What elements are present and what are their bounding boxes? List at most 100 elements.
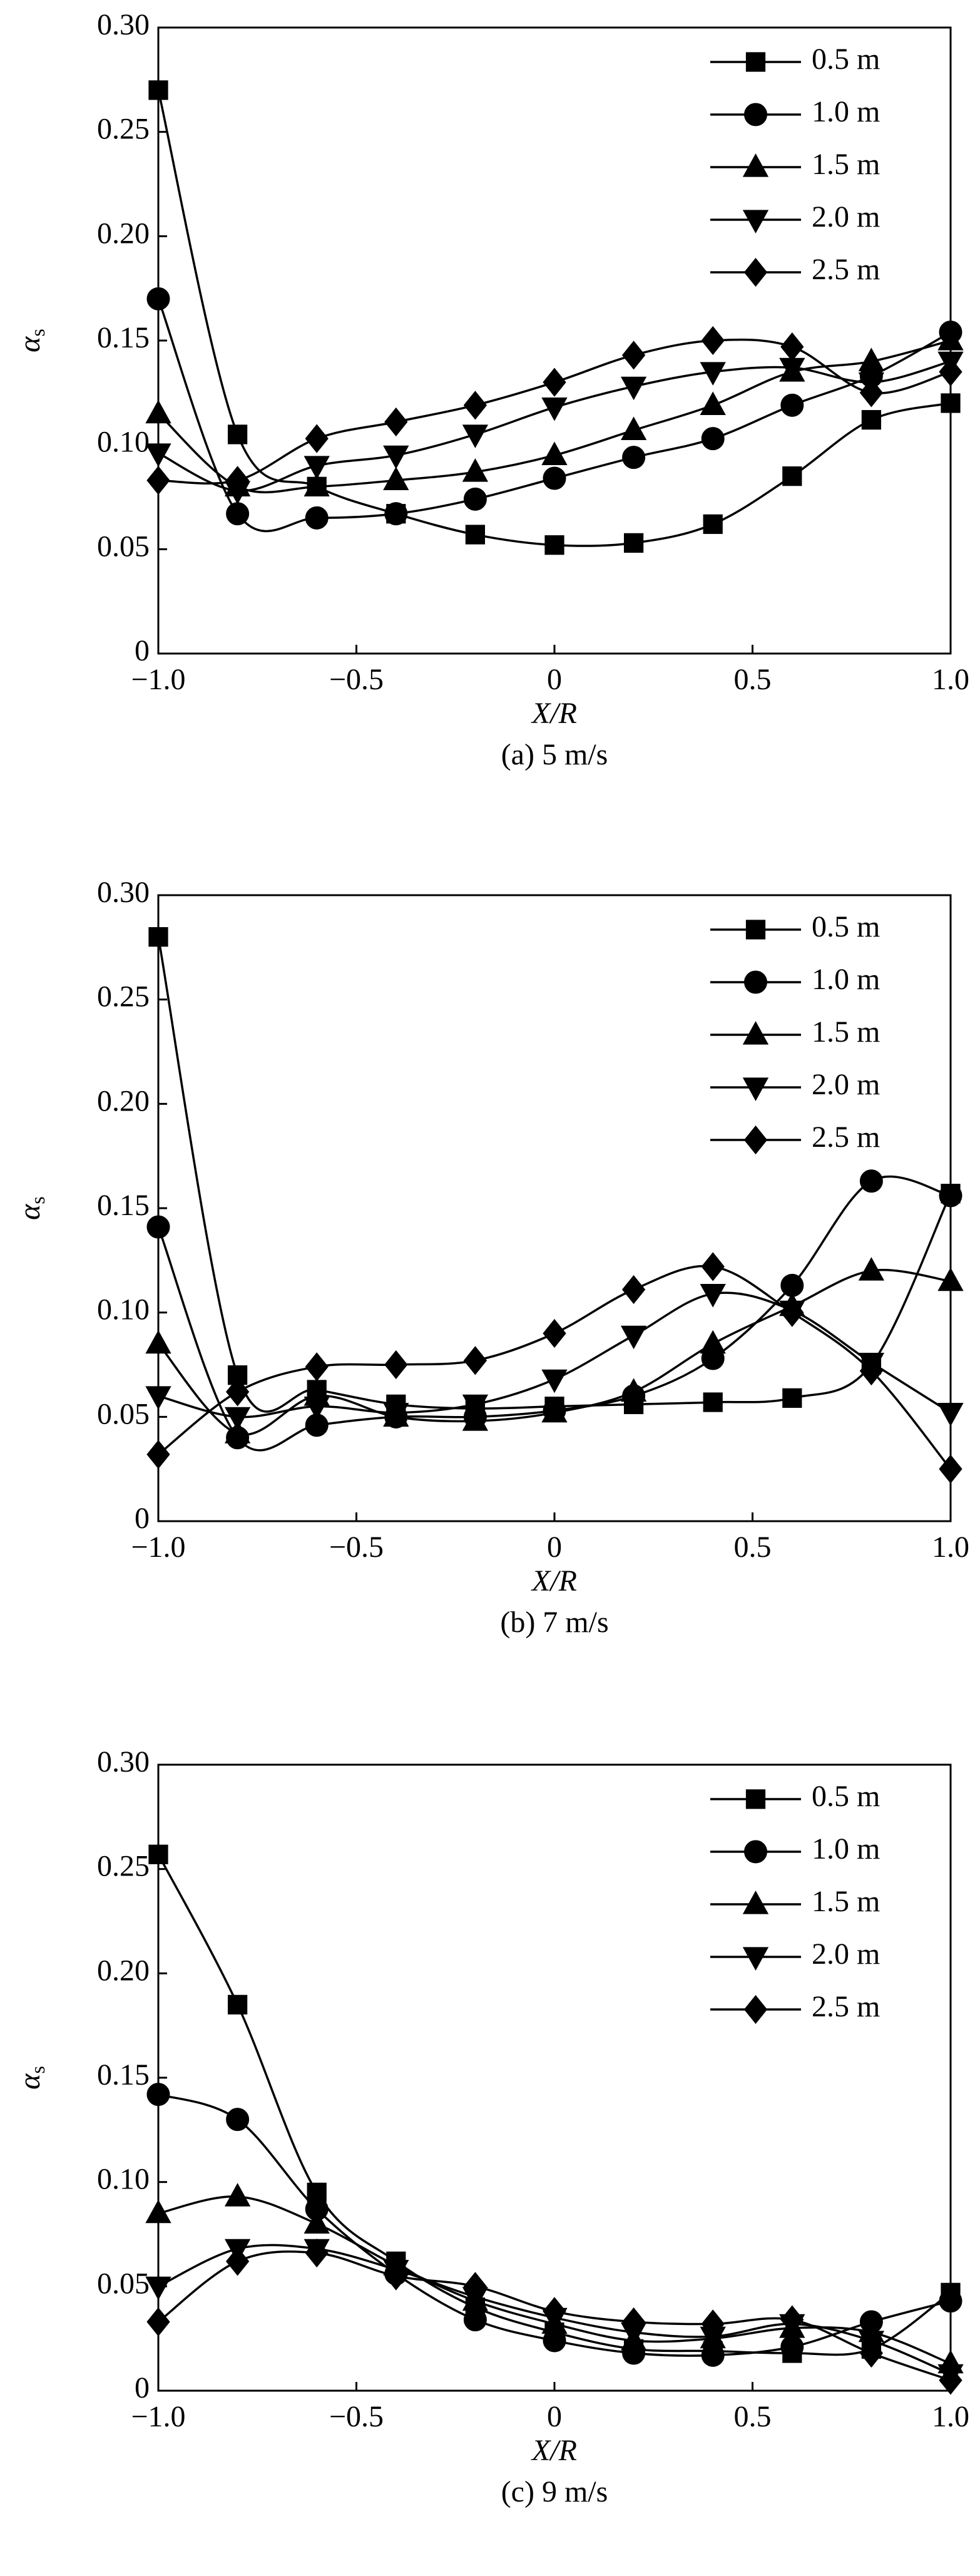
legend-label: 2.5 m	[812, 1121, 880, 1154]
y-axis-label-subscript: s	[26, 329, 49, 336]
y-tick-label: 0.10	[97, 426, 150, 459]
marker	[861, 410, 882, 430]
marker	[226, 502, 250, 526]
marker	[146, 2083, 170, 2106]
marker	[620, 376, 647, 401]
marker	[227, 424, 248, 444]
marker	[543, 466, 566, 490]
marker	[305, 506, 329, 530]
marker	[700, 362, 726, 386]
marker	[145, 1386, 171, 1410]
y-tick-label: 0	[135, 634, 150, 667]
marker	[543, 2297, 566, 2326]
marker	[742, 1021, 769, 1045]
y-tick-label: 0.25	[97, 980, 150, 1013]
x-tick-label: 1.0	[932, 663, 969, 696]
marker	[384, 502, 408, 526]
y-axis-label-symbol: α	[13, 2073, 46, 2090]
marker	[304, 456, 330, 480]
marker	[224, 1407, 251, 1431]
y-tick-label: 0	[135, 2371, 150, 2404]
x-tick-label: −1.0	[131, 2400, 185, 2433]
chart: 0 0.05 0.10 0.15 0.20 0.25 0.30 −1.0 −0.5 0 0.5 1.0…	[13, 8, 969, 771]
marker	[463, 1346, 487, 1375]
y-tick-label: 0.10	[97, 1293, 150, 1326]
marker	[543, 1318, 566, 1348]
marker	[744, 1840, 767, 1864]
x-tick-label: −0.5	[329, 1531, 384, 1564]
marker	[937, 327, 964, 351]
marker	[148, 1844, 168, 1864]
marker	[146, 466, 170, 495]
marker	[145, 2199, 171, 2224]
y-tick-label: 0.15	[97, 321, 150, 354]
marker	[224, 1420, 251, 1444]
marker	[939, 1184, 962, 1208]
legend-label: 1.0 m	[812, 95, 880, 128]
marker	[744, 970, 767, 994]
legend-label: 2.0 m	[812, 200, 880, 233]
marker	[858, 1257, 885, 1281]
legend-label: 0.5 m	[812, 910, 880, 943]
marker	[621, 2307, 646, 2337]
marker	[701, 1252, 725, 1281]
y-tick-label: 0.20	[97, 1954, 150, 1987]
legend-label: 1.5 m	[812, 1885, 880, 1918]
marker	[383, 466, 409, 490]
y-tick-label: 0.30	[97, 8, 150, 41]
y-tick-label: 0.15	[97, 1189, 150, 1222]
series-line	[157, 1265, 952, 1470]
marker	[622, 446, 646, 470]
chart: 0 0.05 0.10 0.15 0.20 0.25 0.30 −1.0 −0.5 0 0.5 1.0…	[13, 1745, 969, 2508]
legend-label: 0.5 m	[812, 1780, 880, 1813]
x-tick-label: −1.0	[131, 663, 185, 696]
marker	[146, 2307, 170, 2337]
marker	[939, 357, 962, 387]
y-tick-label: 0.25	[97, 113, 150, 146]
marker	[148, 80, 168, 100]
marker	[780, 332, 804, 362]
marker	[145, 443, 171, 467]
marker	[304, 473, 330, 496]
legend-label: 2.0 m	[812, 1937, 880, 1971]
marker	[462, 458, 489, 482]
x-tick-label: 1.0	[932, 2400, 969, 2433]
marker	[305, 2238, 329, 2268]
marker	[780, 2335, 804, 2359]
chart: 0 0.05 0.10 0.15 0.20 0.25 0.30 −1.0 −0.5 0 0.5 1.0…	[13, 876, 969, 1639]
marker	[463, 2272, 487, 2301]
marker	[148, 927, 168, 947]
marker	[224, 2183, 251, 2207]
marker	[744, 103, 767, 126]
marker	[700, 391, 726, 415]
y-tick-label: 0.30	[97, 1745, 150, 1778]
marker	[743, 257, 768, 287]
x-axis-label: X/R	[531, 697, 577, 730]
y-axis-label-symbol: α	[13, 1204, 46, 1220]
marker	[621, 341, 646, 370]
y-tick-label: 0	[135, 1502, 150, 1535]
marker	[541, 1369, 568, 1393]
marker	[745, 1789, 766, 1809]
marker	[383, 445, 409, 470]
marker	[742, 1891, 769, 1914]
x-tick-label: 1.0	[932, 1531, 969, 1564]
marker	[858, 347, 885, 371]
marker	[226, 2108, 250, 2132]
marker	[462, 1407, 489, 1431]
marker	[227, 1994, 248, 2014]
legend-label: 1.5 m	[812, 148, 880, 181]
marker	[305, 1352, 329, 1382]
y-tick-label: 0.05	[97, 2267, 150, 2300]
caption: (a) 5 m/s	[501, 738, 608, 771]
marker	[939, 2366, 962, 2395]
legend-label: 0.5 m	[812, 43, 880, 76]
series-line	[157, 1854, 952, 2356]
marker	[304, 2210, 330, 2234]
series-line	[157, 298, 951, 533]
y-tick-label: 0.20	[97, 1084, 150, 1117]
marker	[145, 1330, 171, 1354]
marker	[701, 427, 725, 451]
marker	[939, 2289, 962, 2313]
